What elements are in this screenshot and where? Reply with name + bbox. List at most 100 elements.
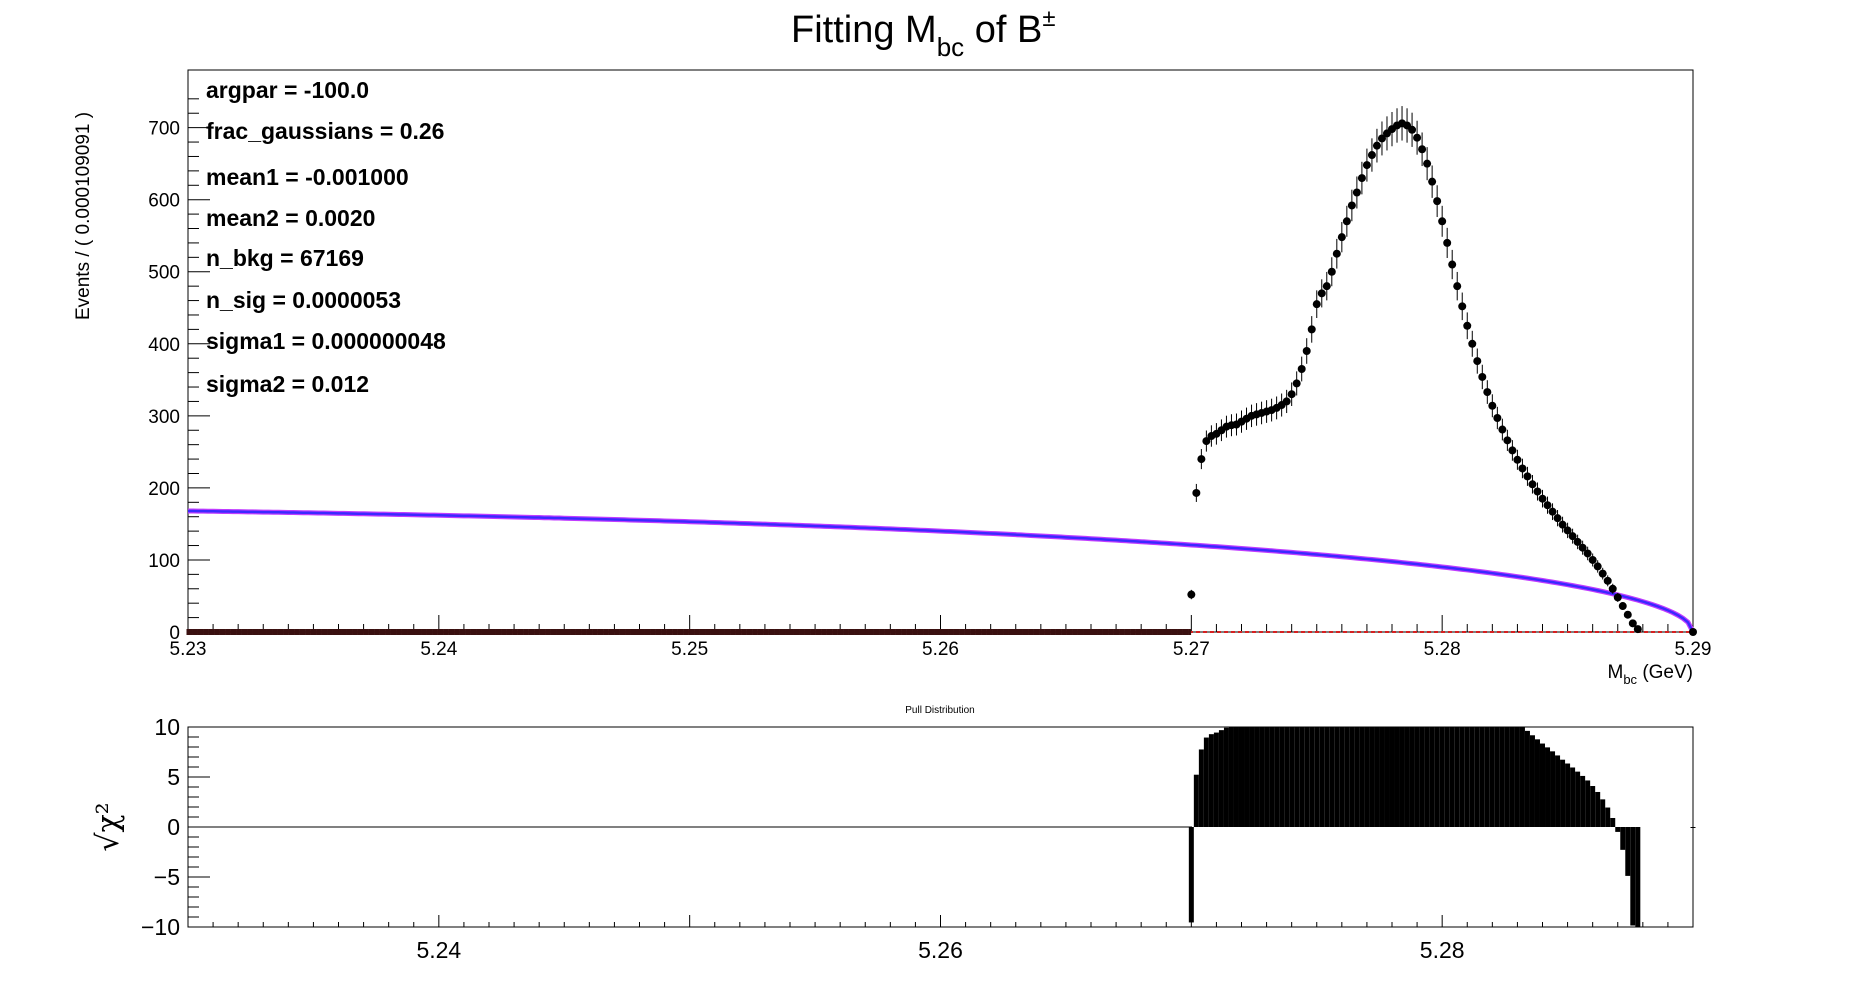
data-marker	[1513, 455, 1522, 464]
x-tick-label: 5.23	[170, 639, 207, 660]
data-point	[1292, 371, 1301, 396]
zero-bin-marker	[222, 629, 226, 635]
data-point	[1297, 356, 1306, 382]
zero-bin-marker	[214, 629, 218, 635]
pull-bar	[1449, 727, 1455, 827]
zero-bin-marker	[1083, 629, 1087, 635]
stat-mean2: mean2 = 0.0020	[206, 205, 375, 231]
data-point	[1548, 503, 1557, 521]
zero-bin-marker	[713, 629, 717, 635]
zero-bin-marker	[972, 629, 976, 635]
zero-bin-marker	[771, 629, 775, 635]
zero-bin-marker	[975, 629, 979, 635]
x-tick-label: 5.29	[1675, 639, 1712, 660]
data-point	[1362, 148, 1371, 182]
zero-bin-marker	[1005, 629, 1009, 635]
data-point	[1538, 489, 1547, 508]
zero-bin-marker	[655, 629, 659, 635]
zero-bin-marker	[1063, 629, 1067, 635]
zero-bin-marker	[901, 629, 905, 635]
data-marker	[1488, 401, 1497, 410]
data-marker	[1448, 260, 1457, 269]
pull-bar	[1575, 771, 1581, 827]
zero-bin-marker	[1163, 629, 1167, 635]
pull-bar	[1319, 727, 1325, 827]
zero-bin-marker	[523, 629, 527, 635]
data-marker	[1473, 357, 1482, 366]
pull-bar	[1369, 727, 1375, 827]
pull-bar	[1314, 727, 1320, 827]
data-point	[1453, 271, 1462, 301]
zero-bin-marker	[914, 629, 918, 635]
zero-bin-marker	[379, 629, 383, 635]
zero-bin-marker	[757, 629, 761, 635]
stat-mean1: mean1 = -0.001000	[206, 164, 409, 190]
zero-bin-marker	[1152, 629, 1156, 635]
zero-bin-marker	[799, 629, 803, 635]
zero-bin-marker	[313, 629, 317, 635]
zero-bin-marker	[1179, 629, 1183, 635]
zero-bin-marker	[227, 629, 231, 635]
zero-bin-marker	[528, 629, 532, 635]
data-marker	[1408, 125, 1417, 134]
data-point	[1197, 449, 1206, 470]
zero-bin-marker	[346, 629, 350, 635]
data-point	[1312, 290, 1321, 318]
zero-bin-marker	[818, 629, 822, 635]
data-marker	[1518, 464, 1527, 473]
data-marker	[1583, 549, 1592, 558]
zero-bin-markers	[186, 629, 1192, 635]
zero-bin-marker	[564, 629, 568, 635]
data-marker	[1307, 325, 1316, 334]
data-point	[1468, 330, 1477, 357]
pull-bar	[1444, 727, 1450, 827]
zero-bin-marker	[923, 629, 927, 635]
zero-bin-marker	[1138, 629, 1142, 635]
pull-bar	[1504, 727, 1510, 827]
zero-bin-marker	[630, 629, 634, 635]
zero-bin-marker	[506, 629, 510, 635]
data-marker	[1292, 379, 1301, 388]
pull-bar	[1249, 727, 1255, 827]
stat-n-bkg: n_bkg = 67169	[206, 245, 364, 271]
zero-bin-marker	[1028, 629, 1032, 635]
zero-bin-marker	[501, 629, 505, 635]
y-tick-label: 0	[169, 623, 180, 644]
pull-bar	[1439, 727, 1445, 827]
zero-bin-marker	[738, 629, 742, 635]
zero-bin-marker	[1055, 629, 1059, 635]
zero-bin-marker	[884, 629, 888, 635]
zero-bin-marker	[906, 629, 910, 635]
data-point	[1408, 112, 1417, 147]
zero-bin-marker	[763, 629, 767, 635]
data-point	[1202, 430, 1211, 452]
zero-bin-marker	[343, 629, 347, 635]
data-point	[1513, 449, 1522, 470]
data-point	[1573, 534, 1582, 550]
zero-bin-marker	[208, 629, 212, 635]
zero-bin-marker	[741, 629, 745, 635]
pull-bar	[1464, 727, 1470, 827]
zero-bin-marker	[843, 629, 847, 635]
zero-bin-marker	[412, 629, 416, 635]
zero-bin-marker	[1052, 629, 1056, 635]
zero-bin-marker	[456, 629, 460, 635]
zero-bin-marker	[547, 629, 551, 635]
zero-bin-marker	[1105, 629, 1109, 635]
data-point	[1463, 312, 1472, 340]
stat-n-sig: n_sig = 0.0000053	[206, 287, 401, 313]
data-marker	[1533, 487, 1542, 496]
zero-bin-marker	[1168, 629, 1172, 635]
zero-bin-marker	[429, 629, 433, 635]
data-point	[1443, 227, 1452, 258]
zero-bin-marker	[627, 629, 631, 635]
zero-bin-marker	[1108, 629, 1112, 635]
zero-bin-marker	[790, 629, 794, 635]
pull-bar	[1264, 727, 1270, 827]
zero-bin-marker	[594, 629, 598, 635]
zero-bin-marker	[1166, 629, 1170, 635]
data-point	[1352, 176, 1361, 209]
data-marker	[1322, 282, 1331, 291]
y-tick-label: 100	[148, 551, 180, 572]
pull-bar	[1203, 737, 1209, 827]
